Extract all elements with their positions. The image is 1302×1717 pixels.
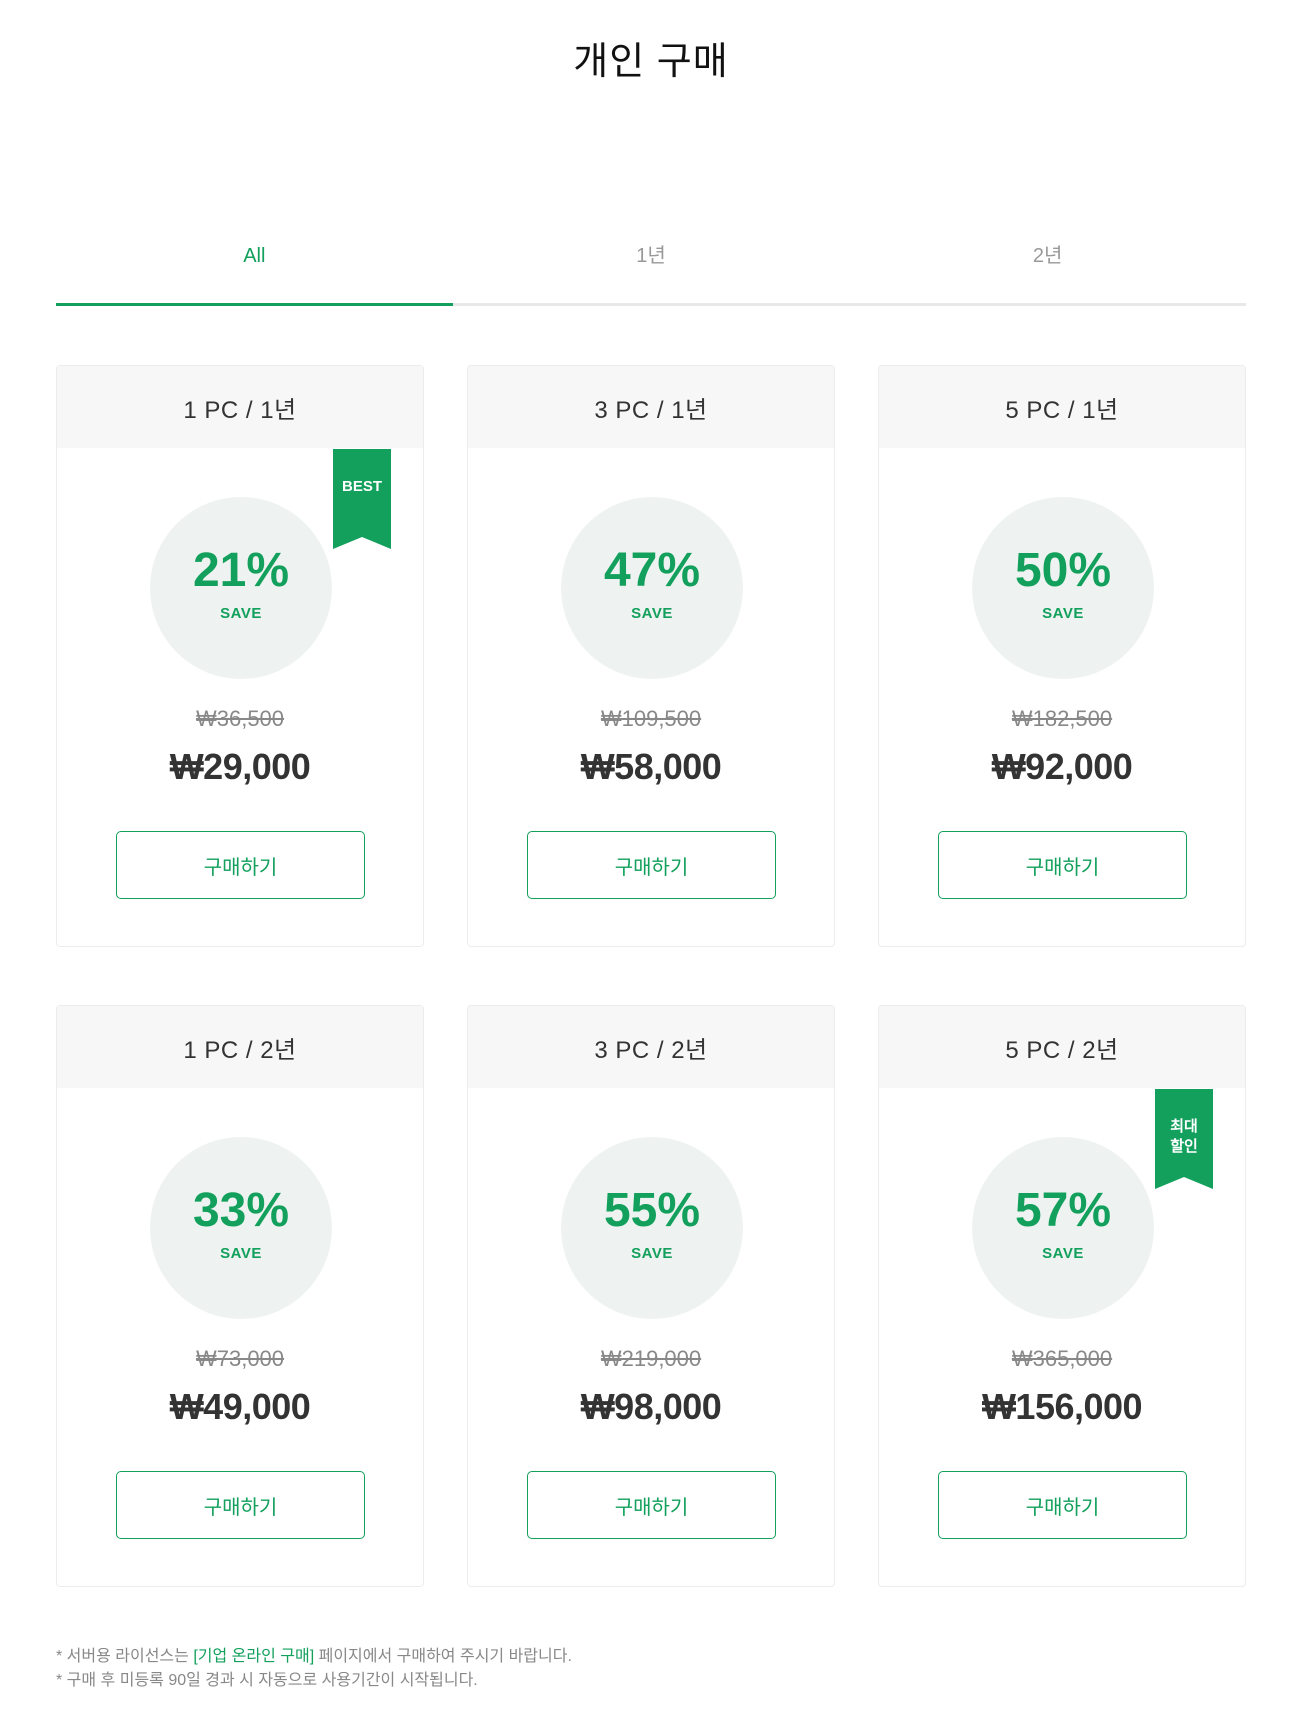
plan-title: 3 PC / 1년 bbox=[468, 366, 834, 448]
tab-1-year[interactable]: 1년 bbox=[636, 245, 666, 267]
plan-card-1pc-2yr: 1 PC / 2년 33% SAVE ₩73,000 ₩49,000 구매하기 bbox=[56, 1005, 424, 1587]
original-price: ₩182,500 bbox=[1011, 706, 1113, 731]
save-percent: 21% bbox=[192, 543, 290, 597]
plan-title: 1 PC / 2년 bbox=[57, 1006, 423, 1088]
footnotes: * 서버용 라이선스는 [기업 온라인 구매] 페이지에서 구매하여 주시기 바… bbox=[56, 1645, 572, 1693]
save-circle: 50% SAVE bbox=[972, 497, 1154, 679]
plan-card-5pc-1yr: 5 PC / 1년 50% SAVE ₩182,500 ₩92,000 구매하기 bbox=[878, 365, 1246, 947]
save-label: SAVE bbox=[220, 1244, 262, 1262]
save-percent: 57% bbox=[1014, 1183, 1112, 1237]
period-tabs: All 1년 2년 bbox=[56, 226, 1246, 306]
final-price: ₩156,000 bbox=[981, 1386, 1143, 1427]
original-price: ₩219,000 bbox=[600, 1346, 702, 1371]
buy-button[interactable]: 구매하기 bbox=[116, 1471, 365, 1539]
save-label: SAVE bbox=[220, 604, 262, 622]
page-title: 개인 구매 bbox=[573, 41, 729, 83]
final-price: ₩58,000 bbox=[580, 746, 722, 787]
final-price: ₩49,000 bbox=[169, 1386, 311, 1427]
enterprise-purchase-link[interactable]: [기업 온라인 구매] bbox=[193, 1648, 315, 1665]
buy-button[interactable]: 구매하기 bbox=[938, 831, 1187, 899]
plan-title: 5 PC / 1년 bbox=[879, 366, 1245, 448]
footnote-activation: * 구매 후 미등록 90일 경과 시 자동으로 사용기간이 시작됩니다. bbox=[56, 1672, 478, 1689]
save-percent: 55% bbox=[603, 1183, 701, 1237]
save-circle: 55% SAVE bbox=[561, 1137, 743, 1319]
buy-button[interactable]: 구매하기 bbox=[116, 831, 365, 899]
buy-button[interactable]: 구매하기 bbox=[938, 1471, 1187, 1539]
save-percent: 47% bbox=[603, 543, 701, 597]
plan-title: 1 PC / 1년 bbox=[57, 366, 423, 448]
buy-button[interactable]: 구매하기 bbox=[527, 1471, 776, 1539]
plan-card-1pc-1yr: 1 PC / 1년 BEST 21% SAVE ₩36,500 ₩29,000 … bbox=[56, 365, 424, 947]
save-circle: 57% SAVE bbox=[972, 1137, 1154, 1319]
save-label: SAVE bbox=[1042, 604, 1084, 622]
save-circle: 21% SAVE bbox=[150, 497, 332, 679]
save-percent: 33% bbox=[192, 1183, 290, 1237]
buy-button[interactable]: 구매하기 bbox=[527, 831, 776, 899]
original-price: ₩109,500 bbox=[600, 706, 702, 731]
final-price: ₩98,000 bbox=[580, 1386, 722, 1427]
plan-grid: 1 PC / 1년 BEST 21% SAVE ₩36,500 ₩29,000 … bbox=[56, 365, 1246, 1587]
plan-card-3pc-2yr: 3 PC / 2년 55% SAVE ₩219,000 ₩98,000 구매하기 bbox=[467, 1005, 835, 1587]
final-price: ₩92,000 bbox=[991, 746, 1133, 787]
tab-all[interactable]: All bbox=[56, 226, 453, 306]
save-circle: 47% SAVE bbox=[561, 497, 743, 679]
save-label: SAVE bbox=[1042, 1244, 1084, 1262]
tab-2-year[interactable]: 2년 bbox=[1032, 245, 1063, 267]
final-price: ₩29,000 bbox=[169, 746, 311, 787]
original-price: ₩365,000 bbox=[1011, 1346, 1113, 1371]
plan-title: 5 PC / 2년 bbox=[879, 1006, 1245, 1088]
save-percent: 50% bbox=[1014, 543, 1112, 597]
save-label: SAVE bbox=[631, 1244, 673, 1262]
max-discount-ribbon-badge: 최대 할인 bbox=[1155, 1089, 1213, 1189]
save-label: SAVE bbox=[631, 604, 673, 622]
plan-title: 3 PC / 2년 bbox=[468, 1006, 834, 1088]
footnote-server-license: * 서버용 라이선스는 [기업 온라인 구매] 페이지에서 구매하여 주시기 바… bbox=[56, 1645, 572, 1669]
plan-card-5pc-2yr: 5 PC / 2년 최대 할인 57% SAVE ₩365,000 ₩156,0… bbox=[878, 1005, 1246, 1587]
original-price: ₩36,500 bbox=[195, 706, 285, 731]
best-ribbon-badge: BEST bbox=[333, 449, 391, 549]
save-circle: 33% SAVE bbox=[150, 1137, 332, 1319]
footnote-text: 페이지에서 구매하여 주시기 바랍니다. bbox=[314, 1648, 572, 1665]
footnote-text: * 서버용 라이선스는 bbox=[56, 1648, 194, 1665]
original-price: ₩73,000 bbox=[195, 1346, 285, 1371]
plan-card-3pc-1yr: 3 PC / 1년 47% SAVE ₩109,500 ₩58,000 구매하기 bbox=[467, 365, 835, 947]
